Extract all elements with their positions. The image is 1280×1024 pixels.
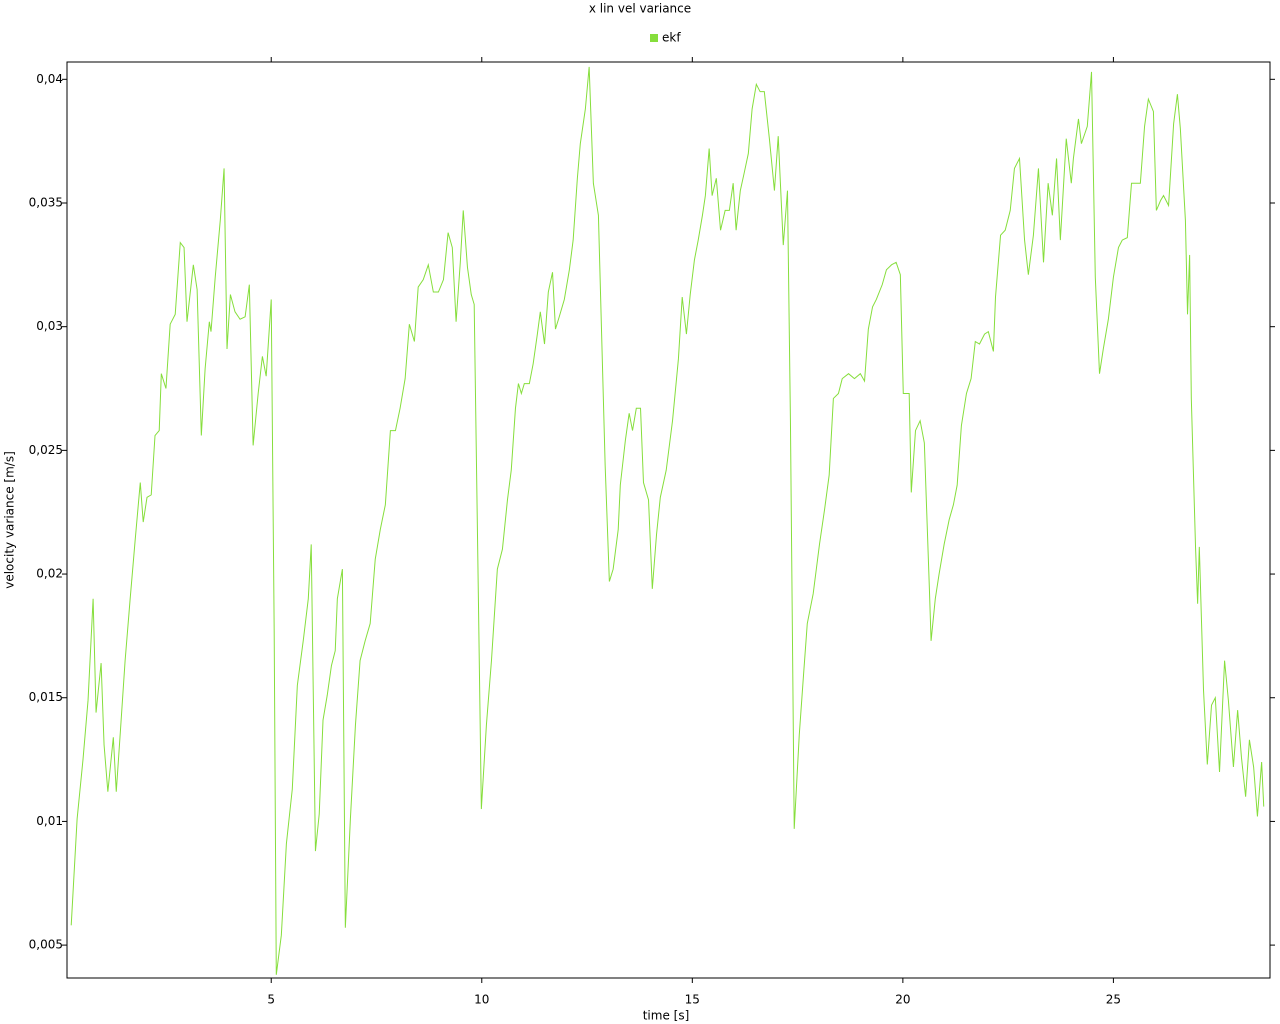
y-tick-label: 0,02 [36, 567, 63, 581]
x-tick-label: 15 [685, 993, 700, 1007]
y-tick-label: 0,015 [29, 690, 63, 704]
x-tick-label: 25 [1106, 993, 1121, 1007]
y-tick-label: 0,01 [36, 814, 63, 828]
y-tick-label: 0,035 [29, 195, 63, 209]
y-tick-label: 0,03 [36, 319, 63, 333]
y-axis-label: velocity variance [m/s] [3, 451, 17, 589]
data-line [70, 66, 1265, 975]
x-axis-label: time [s] [643, 1009, 690, 1023]
x-tick-label: 5 [267, 993, 275, 1007]
x-tick-label: 10 [474, 993, 489, 1007]
chart-title: x lin vel variance [589, 2, 691, 16]
x-tick-label: 20 [895, 993, 910, 1007]
y-tick-label: 0,025 [29, 443, 63, 457]
y-tick-label: 0,04 [36, 72, 63, 86]
legend-swatch [650, 34, 658, 42]
plot-frame [66, 61, 1271, 979]
y-tick-label: 0,005 [29, 938, 63, 952]
legend-label: ekf [662, 31, 681, 45]
